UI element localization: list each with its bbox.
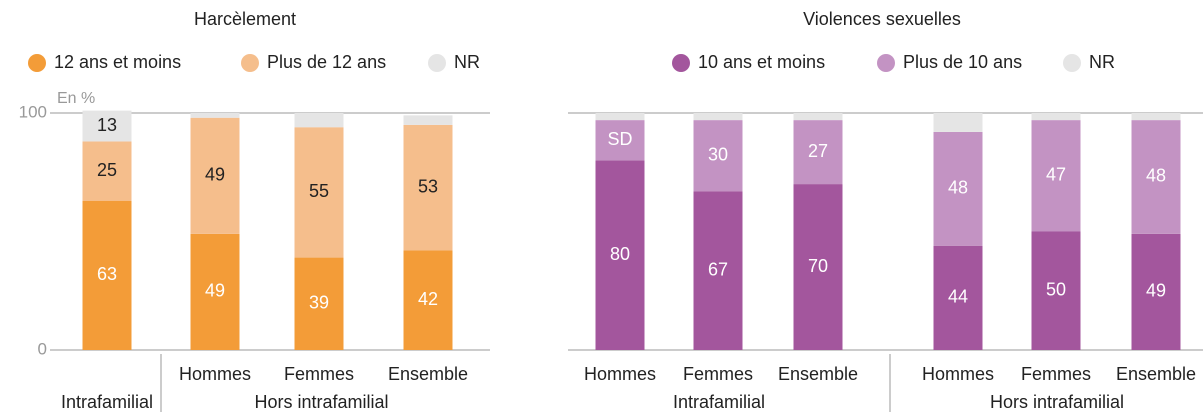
value-label: 70 (808, 256, 828, 276)
legend-label: NR (454, 52, 480, 72)
value-label: 27 (808, 141, 828, 161)
bar-segment (403, 250, 453, 350)
group-label: Intrafamilial (61, 392, 153, 412)
legend-label: 10 ans et moins (698, 52, 825, 72)
bar-segment (82, 110, 132, 142)
y-tick-label: 100 (19, 102, 47, 121)
value-label: SD (607, 129, 632, 149)
value-label: 44 (948, 287, 968, 307)
value-label: 80 (610, 244, 630, 264)
value-label: 53 (418, 176, 438, 196)
bar-segment (933, 245, 983, 350)
bar-segment (403, 115, 453, 125)
bar-segment (1031, 120, 1081, 232)
x-tick-label: Femmes (284, 364, 354, 384)
value-label: 50 (1046, 280, 1066, 300)
bar-segment (190, 113, 240, 118)
bar-segment (190, 117, 240, 234)
value-label: 48 (1146, 166, 1166, 186)
bar-segment (294, 127, 344, 258)
x-tick-label: Ensemble (388, 364, 468, 384)
bar-segment (82, 200, 132, 350)
x-tick-label: Femmes (683, 364, 753, 384)
group-label: Intrafamilial (673, 392, 765, 412)
bar-segment (1031, 113, 1081, 121)
value-label: 47 (1046, 165, 1066, 185)
legend-label: Plus de 10 ans (903, 52, 1022, 72)
value-label: 49 (205, 281, 225, 301)
legend-label: NR (1089, 52, 1115, 72)
value-label: 39 (309, 293, 329, 313)
y-tick-label: 0 (38, 339, 47, 358)
legend-label: Plus de 12 ans (267, 52, 386, 72)
bar-segment (1131, 113, 1181, 121)
legend-marker (672, 54, 690, 72)
bar-segment (595, 160, 645, 350)
bar-segment (1131, 233, 1181, 350)
value-label: 63 (97, 264, 117, 284)
legend-label: 12 ans et moins (54, 52, 181, 72)
value-label: 49 (205, 165, 225, 185)
legend-marker (241, 54, 259, 72)
value-label: 67 (708, 259, 728, 279)
x-tick-label: Ensemble (1116, 364, 1196, 384)
bar-segment (403, 124, 453, 251)
bar-segment (1131, 120, 1181, 234)
x-tick-label: Hommes (584, 364, 656, 384)
value-label: 55 (309, 181, 329, 201)
legend-marker (877, 54, 895, 72)
value-label: 25 (97, 160, 117, 180)
bar-segment (595, 113, 645, 121)
bar-segment (793, 113, 843, 121)
legend-marker (1063, 54, 1081, 72)
value-label: 49 (1146, 281, 1166, 301)
x-tick-label: Hommes (922, 364, 994, 384)
bar-segment (793, 184, 843, 350)
bar-segment (693, 113, 743, 121)
x-tick-label: Ensemble (778, 364, 858, 384)
bar-segment (933, 113, 983, 132)
x-tick-label: Femmes (1021, 364, 1091, 384)
legend-marker (428, 54, 446, 72)
value-label: 13 (97, 115, 117, 135)
bar-segment (693, 191, 743, 350)
bar-segment (82, 141, 132, 201)
x-tick-label: Hommes (179, 364, 251, 384)
value-label: 30 (708, 144, 728, 164)
bar-segment (595, 120, 645, 161)
chart-title: Violences sexuelles (803, 9, 961, 29)
bar-segment (294, 257, 344, 350)
value-label: 48 (948, 178, 968, 198)
bar-segment (1031, 231, 1081, 350)
value-label: 42 (418, 289, 438, 309)
legend-marker (28, 54, 46, 72)
group-label: Hors intrafamilial (254, 392, 388, 412)
bar-segment (693, 120, 743, 192)
chart-title: Harcèlement (194, 9, 296, 29)
bar-segment (933, 131, 983, 246)
bar-segment (793, 120, 843, 185)
bar-segment (294, 113, 344, 128)
bar-segment (190, 233, 240, 350)
y-axis-label: En % (57, 90, 95, 107)
group-label: Hors intrafamilial (990, 392, 1124, 412)
